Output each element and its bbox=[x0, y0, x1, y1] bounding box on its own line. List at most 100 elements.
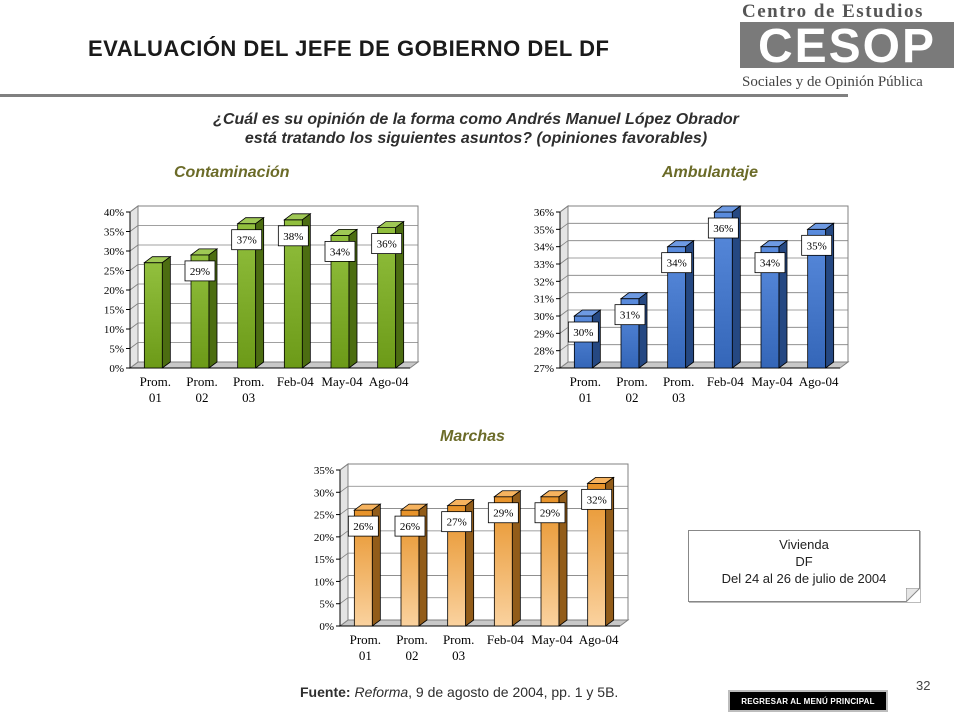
chart-title-marchas: Marchas bbox=[440, 428, 505, 445]
x-tick-label: Prom. 03 bbox=[233, 374, 264, 405]
y-tick-label: 35% bbox=[104, 227, 124, 239]
title-divider bbox=[0, 94, 848, 97]
data-label-2: 29% bbox=[184, 260, 216, 282]
svg-text:26%: 26% bbox=[353, 521, 373, 533]
y-tick-label: 27% bbox=[534, 363, 554, 375]
svg-text:29%: 29% bbox=[493, 508, 513, 520]
gridline-side bbox=[559, 275, 569, 282]
bar-1 bbox=[143, 255, 172, 369]
x-tick-label: Prom. 01 bbox=[570, 374, 601, 405]
chart-marchas: 0% 5% 10% 15% 20% 25% 30% 35% 26% Prom. 01 26% Prom.… bbox=[314, 463, 630, 663]
svg-text:27%: 27% bbox=[447, 517, 467, 529]
gridline-side bbox=[339, 508, 349, 515]
x-tick-label: Prom. 01 bbox=[350, 632, 381, 663]
back-to-main-menu-button[interactable]: REGRESAR AL MENÚ PRINCIPAL bbox=[728, 690, 888, 712]
y-tick-label: 0% bbox=[319, 621, 334, 633]
info-line-2: DF bbox=[795, 554, 813, 569]
gridline-side bbox=[129, 342, 139, 349]
plot-side-wall bbox=[339, 463, 349, 627]
data-label-6: 32% bbox=[581, 488, 613, 510]
y-tick-label: 30% bbox=[534, 311, 554, 323]
data-label-5: 34% bbox=[754, 252, 786, 274]
x-tick-label: Ago-04 bbox=[799, 374, 839, 389]
data-label-6: 35% bbox=[801, 234, 833, 256]
svg-text:38%: 38% bbox=[283, 231, 303, 243]
info-line-3: Del 24 al 26 de julio de 2004 bbox=[721, 571, 887, 586]
source-publication: Reforma bbox=[354, 684, 409, 700]
page-number: 32 bbox=[916, 678, 931, 693]
y-tick-label: 28% bbox=[534, 346, 554, 358]
bar-5 bbox=[329, 228, 359, 369]
data-label-4: 36% bbox=[707, 217, 739, 239]
svg-text:36%: 36% bbox=[377, 239, 397, 251]
chart-title-ambulantaje: Ambulantaje bbox=[662, 164, 759, 181]
x-tick-label: Prom. 01 bbox=[140, 374, 171, 405]
svg-text:35%: 35% bbox=[807, 240, 827, 252]
gridline-side bbox=[129, 283, 139, 291]
svg-text:26%: 26% bbox=[400, 521, 420, 533]
y-tick-label: 32% bbox=[534, 276, 554, 288]
y-tick-label: 5% bbox=[319, 599, 334, 611]
gridline-side bbox=[129, 205, 139, 213]
x-tick-label: Feb-04 bbox=[707, 374, 744, 389]
bar-3 bbox=[236, 216, 265, 369]
bar-6 bbox=[806, 222, 835, 369]
x-tick-label: Prom. 02 bbox=[396, 632, 427, 663]
svg-text:32%: 32% bbox=[587, 494, 607, 506]
y-tick-label: 20% bbox=[314, 532, 334, 544]
y-tick-label: 29% bbox=[534, 328, 554, 340]
gridline-side bbox=[559, 292, 569, 299]
chart-ambulantaje: 27% 28% 29% 30% 31% 32% 33% 34% 35% 36% 30% Prom. 01… bbox=[534, 205, 850, 405]
gridline-side bbox=[559, 240, 569, 247]
y-tick-label: 34% bbox=[534, 242, 554, 254]
data-label-4: 38% bbox=[277, 225, 309, 247]
gridline-side bbox=[559, 223, 569, 230]
svg-text:30%: 30% bbox=[573, 327, 593, 339]
gridline-side bbox=[339, 552, 349, 560]
y-tick-label: 31% bbox=[534, 294, 554, 306]
data-label-5: 34% bbox=[324, 241, 356, 262]
gridline-side bbox=[559, 205, 569, 213]
page-fold-corner bbox=[906, 588, 920, 602]
y-tick-label: 33% bbox=[534, 259, 554, 271]
bar-3 bbox=[446, 498, 475, 627]
gridline-side bbox=[339, 530, 349, 538]
y-tick-label: 5% bbox=[109, 344, 124, 356]
y-tick-label: 30% bbox=[314, 487, 334, 499]
x-tick-label: Ago-04 bbox=[579, 632, 619, 647]
bar-4 bbox=[493, 489, 522, 627]
page-title: EVALUACIÓN DEL JEFE DE GOBIERNO DEL DF bbox=[88, 36, 610, 61]
y-tick-label: 20% bbox=[104, 285, 124, 297]
svg-text:31%: 31% bbox=[620, 310, 640, 322]
bar-6 bbox=[376, 220, 405, 369]
source-note: Fuente: Reforma, 9 de agosto de 2004, pp… bbox=[300, 684, 618, 700]
y-tick-label: 35% bbox=[314, 465, 334, 477]
data-label-3: 27% bbox=[441, 511, 473, 533]
plot-floor bbox=[338, 619, 630, 627]
gridline-side bbox=[339, 485, 349, 493]
logo-wordmark-band bbox=[740, 22, 954, 68]
x-tick-label: May-04 bbox=[321, 374, 363, 389]
y-tick-label: 35% bbox=[534, 224, 554, 236]
gridline-side bbox=[129, 264, 139, 271]
y-tick-label: 10% bbox=[104, 324, 124, 336]
bar-4 bbox=[283, 212, 312, 369]
data-label-2: 31% bbox=[614, 304, 646, 326]
svg-text:36%: 36% bbox=[713, 223, 733, 235]
data-label-3: 34% bbox=[661, 252, 693, 274]
chart-contaminacion: 0% 5% 10% 15% 20% 25% 30% 35% 40% Prom. 01 29% Prom.… bbox=[104, 205, 420, 405]
gridline-side bbox=[129, 225, 139, 232]
source-details: , 9 de agosto de 2004, pp. 1 y 5B. bbox=[408, 684, 619, 700]
svg-text:29%: 29% bbox=[540, 508, 560, 520]
logo-line1: Centro de Estudios bbox=[742, 1, 924, 22]
x-tick-label: May-04 bbox=[531, 632, 573, 647]
svg-text:37%: 37% bbox=[237, 235, 257, 247]
x-tick-label: May-04 bbox=[751, 374, 793, 389]
svg-text:34%: 34% bbox=[667, 258, 687, 270]
gridline-side bbox=[559, 344, 569, 351]
y-tick-label: 15% bbox=[314, 554, 334, 566]
gridline-side bbox=[129, 303, 139, 310]
data-label-6: 36% bbox=[371, 233, 403, 254]
y-tick-label: 0% bbox=[109, 363, 124, 375]
gridline-side bbox=[339, 575, 349, 582]
